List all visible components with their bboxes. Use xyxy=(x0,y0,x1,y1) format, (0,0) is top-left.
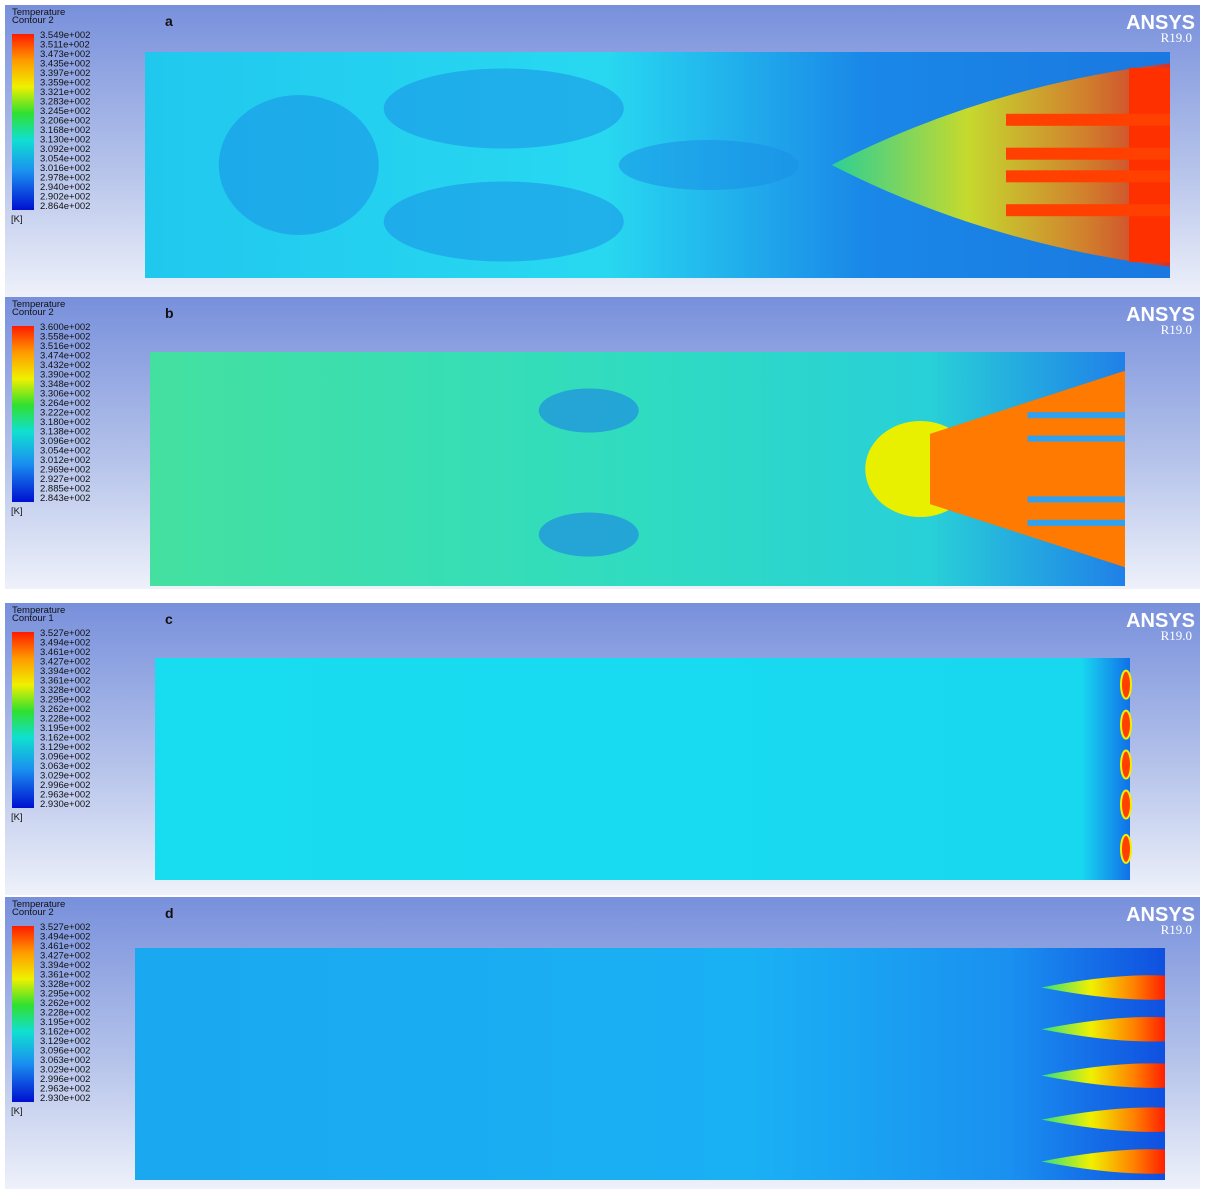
legend-unit: [K] xyxy=(11,214,23,225)
colormap xyxy=(12,632,34,808)
cool-gap xyxy=(1028,520,1126,526)
version: R19.0 xyxy=(1161,922,1192,937)
hot-spot xyxy=(1121,751,1131,779)
legend-value: 2.930e+002 xyxy=(40,1093,90,1104)
hot-spot xyxy=(1121,671,1131,699)
colormap xyxy=(12,326,34,502)
version: R19.0 xyxy=(1161,322,1192,337)
colormap xyxy=(12,34,34,210)
flow-structure xyxy=(219,95,379,235)
colormap xyxy=(12,926,34,1102)
flow-structure xyxy=(384,182,624,262)
hot-spot xyxy=(1121,791,1131,819)
hot-finger xyxy=(1006,204,1170,216)
legend-unit: [K] xyxy=(11,506,23,517)
legend-unit: [K] xyxy=(11,812,23,823)
cool-gap xyxy=(1028,496,1126,502)
panel-label: b xyxy=(165,305,174,321)
cool-pocket xyxy=(539,513,639,557)
figure: TemperatureContour 23.549e+0023.511e+002… xyxy=(0,0,1205,1194)
legend-unit: [K] xyxy=(11,1106,23,1117)
hot-finger xyxy=(1006,114,1170,126)
legend-value: 2.930e+002 xyxy=(40,799,90,810)
version: R19.0 xyxy=(1161,30,1192,45)
flow-structure xyxy=(619,140,799,190)
cool-gap xyxy=(1028,436,1126,442)
legend-subtitle: Contour 2 xyxy=(12,307,54,318)
hot-finger xyxy=(1006,170,1170,182)
panel-label: c xyxy=(165,611,173,627)
cool-pocket xyxy=(539,389,639,433)
hot-spot xyxy=(1121,835,1131,863)
hot-spot xyxy=(1121,711,1131,739)
legend-subtitle: Contour 1 xyxy=(12,613,54,624)
hot-finger xyxy=(1006,148,1170,160)
contour-field xyxy=(135,948,1165,1180)
contour-field xyxy=(155,658,1130,880)
legend-subtitle: Contour 2 xyxy=(12,907,54,918)
legend-value: 2.843e+002 xyxy=(40,493,90,504)
legend-subtitle: Contour 2 xyxy=(12,15,54,26)
panel-label: a xyxy=(165,13,173,29)
version: R19.0 xyxy=(1161,628,1192,643)
legend-value: 2.864e+002 xyxy=(40,201,90,212)
hot-zone xyxy=(1129,68,1170,262)
panel-label: d xyxy=(165,905,174,921)
cool-gap xyxy=(1028,412,1126,418)
flow-structure xyxy=(384,69,624,149)
